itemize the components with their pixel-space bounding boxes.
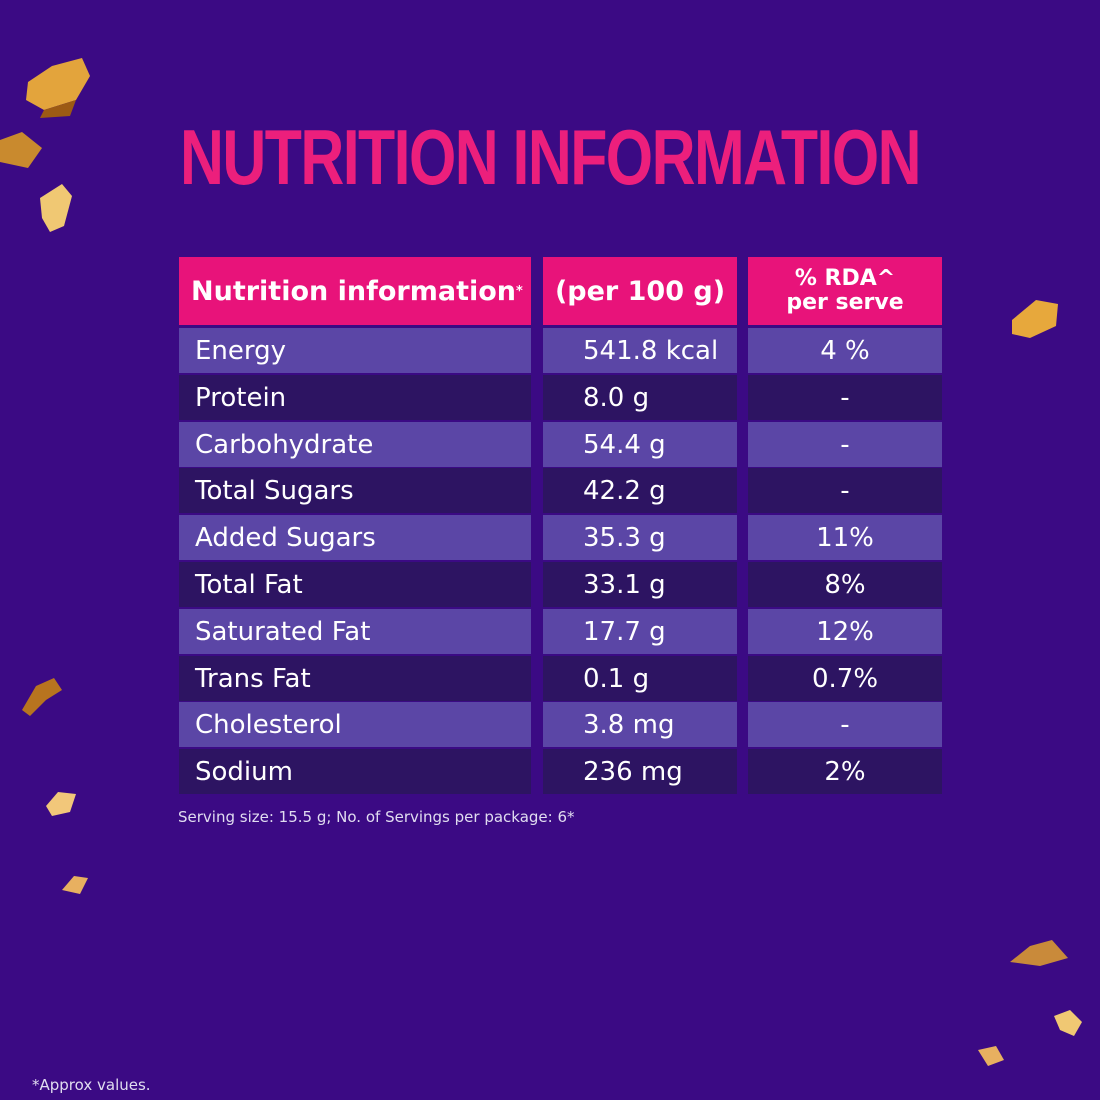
nutrient-name: Saturated Fat [179, 609, 531, 654]
header-col3-line1: % RDA^ [794, 266, 896, 291]
per-100g-value: 33.1 g [543, 562, 737, 607]
per-100g-value: 42.2 g [543, 468, 737, 513]
page-title: NUTRITION INFORMATION [179, 113, 922, 201]
rda-value: 2% [748, 749, 942, 794]
rda-value: - [748, 375, 942, 420]
per-100g-value: 8.0 g [543, 375, 737, 420]
header-nutrition-information: Nutrition information * [179, 257, 531, 325]
approx-values-note: *Approx values. [32, 1076, 151, 1094]
header-col1-label: Nutrition information [191, 275, 517, 307]
crunchie-piece [40, 184, 72, 232]
rda-value: 11% [748, 515, 942, 560]
rda-value: - [748, 468, 942, 513]
rda-value: 12% [748, 609, 942, 654]
nutrient-name: Cholesterol [179, 702, 531, 747]
crunchie-piece [26, 58, 90, 118]
nutrient-name: Trans Fat [179, 656, 531, 701]
crunchie-piece [22, 678, 62, 716]
per-100g-value: 541.8 kcal [543, 328, 737, 373]
nutrient-name: Protein [179, 375, 531, 420]
per-100g-value: 35.3 g [543, 515, 737, 560]
header-rda-per-serve: % RDA^ per serve [748, 257, 942, 325]
per-100g-value: 0.1 g [543, 656, 737, 701]
nutrient-name: Carbohydrate [179, 422, 531, 467]
per-100g-value: 236 mg [543, 749, 737, 794]
header-col1-mark: * [516, 283, 523, 299]
crunchie-piece [1010, 940, 1068, 966]
serving-size-note: Serving size: 15.5 g; No. of Servings pe… [178, 808, 575, 826]
rda-value: 4 % [748, 328, 942, 373]
header-per-100g: (per 100 g) [543, 257, 737, 325]
crunchie-piece [1054, 1010, 1082, 1036]
nutrient-name: Energy [179, 328, 531, 373]
nutrient-name: Total Fat [179, 562, 531, 607]
crunchie-piece [978, 1046, 1004, 1066]
header-col3-line2: per serve [786, 290, 904, 315]
crunchie-piece [0, 132, 42, 168]
crunchie-piece [1012, 300, 1058, 338]
rda-value: 0.7% [748, 656, 942, 701]
per-100g-value: 54.4 g [543, 422, 737, 467]
crunchie-piece [62, 876, 88, 894]
nutrient-name: Added Sugars [179, 515, 531, 560]
per-100g-value: 3.8 mg [543, 702, 737, 747]
nutrient-name: Sodium [179, 749, 531, 794]
rda-value: - [748, 422, 942, 467]
nutrient-name: Total Sugars [179, 468, 531, 513]
rda-value: - [748, 702, 942, 747]
crunchie-piece [46, 792, 76, 816]
per-100g-value: 17.7 g [543, 609, 737, 654]
rda-value: 8% [748, 562, 942, 607]
